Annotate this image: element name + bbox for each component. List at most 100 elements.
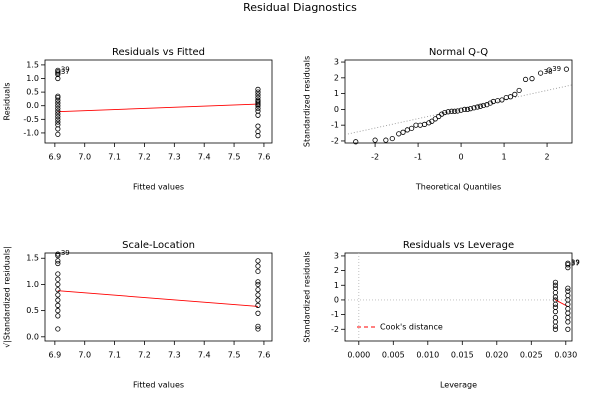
figure-title: Residual Diagnostics xyxy=(243,1,357,14)
point xyxy=(429,118,435,124)
point xyxy=(552,297,559,303)
point xyxy=(538,70,544,76)
y-tick-label: 0.5 xyxy=(26,88,39,97)
point xyxy=(452,108,458,114)
point xyxy=(439,111,445,117)
point xyxy=(421,121,428,127)
point xyxy=(477,103,484,109)
x-axis-label: Fitted values xyxy=(133,381,184,390)
point xyxy=(516,87,522,94)
point xyxy=(55,292,61,298)
point xyxy=(255,97,261,103)
reference-line xyxy=(57,290,258,307)
point xyxy=(255,297,261,303)
point xyxy=(55,100,61,106)
y-tick-label: 0.0 xyxy=(26,332,39,341)
plot-box xyxy=(44,59,273,144)
x-tick-label: 7.3 xyxy=(168,351,181,360)
point xyxy=(55,313,61,319)
point xyxy=(255,323,261,329)
point xyxy=(461,106,468,112)
y-tick-label: -0.5 xyxy=(23,115,39,124)
point xyxy=(552,279,559,285)
point xyxy=(55,287,61,293)
x-tick-label: -2 xyxy=(371,153,379,162)
point xyxy=(55,119,61,125)
point xyxy=(255,287,261,293)
point xyxy=(55,251,61,257)
y-axis-label: Residuals xyxy=(3,83,12,121)
x-tick-label: 2 xyxy=(545,153,550,162)
x-tick-label: 0.020 xyxy=(485,351,508,360)
point xyxy=(426,120,432,126)
point xyxy=(552,314,559,321)
point-label: 38 xyxy=(544,68,553,76)
point-label: 39 xyxy=(61,249,70,257)
plot-box xyxy=(344,59,573,144)
point xyxy=(55,103,61,109)
y-tick-label: 3 xyxy=(334,58,339,67)
point xyxy=(372,137,378,143)
point-label: 39 xyxy=(571,258,580,266)
point xyxy=(55,308,61,314)
point-label: 37 xyxy=(61,68,70,76)
point xyxy=(55,326,61,332)
point xyxy=(563,66,570,72)
point xyxy=(467,106,474,112)
point xyxy=(552,285,559,291)
point xyxy=(55,281,61,288)
x-tick-label: 0.005 xyxy=(382,351,405,360)
point xyxy=(507,94,514,100)
point xyxy=(55,93,61,99)
x-tick-label: 0 xyxy=(459,153,464,162)
point xyxy=(552,326,559,332)
y-tick-label: 0.0 xyxy=(26,101,39,110)
legend-label: Cook's distance xyxy=(380,323,443,332)
point xyxy=(255,263,261,269)
point xyxy=(404,127,410,133)
point xyxy=(255,92,261,98)
x-tick-label: 7.4 xyxy=(198,153,211,162)
point xyxy=(255,258,261,264)
point xyxy=(522,76,529,83)
point xyxy=(442,109,448,116)
y-axis-label: Standardized residuals xyxy=(303,56,312,147)
y-tick-label: 2 xyxy=(334,266,339,275)
panel-title: Scale-Location xyxy=(122,240,195,251)
point xyxy=(458,107,464,113)
point xyxy=(396,131,402,137)
point xyxy=(255,128,261,135)
y-tick-label: 3 xyxy=(334,251,339,260)
point xyxy=(55,116,61,122)
point xyxy=(445,109,451,115)
point xyxy=(55,67,61,73)
x-tick-label: 6.9 xyxy=(48,351,61,360)
point xyxy=(255,94,261,101)
point xyxy=(464,106,471,112)
point xyxy=(255,281,261,288)
point xyxy=(255,310,261,316)
point xyxy=(255,326,261,332)
y-tick-label: 1 xyxy=(334,281,339,290)
point xyxy=(55,297,61,303)
point xyxy=(255,302,261,308)
point xyxy=(55,302,61,308)
x-tick-label: 7.5 xyxy=(228,153,241,162)
point-label: 39 xyxy=(552,65,561,73)
y-tick-label: -2 xyxy=(331,325,339,334)
x-tick-label: 1 xyxy=(502,153,507,162)
point-label: 37 xyxy=(571,260,580,268)
x-tick-label: 7.6 xyxy=(258,153,271,162)
y-tick-label: 0 xyxy=(334,295,339,304)
point xyxy=(529,76,535,82)
y-tick-label: 1.0 xyxy=(26,280,39,289)
point xyxy=(255,86,261,92)
y-tick-label: 2 xyxy=(334,73,339,82)
plot-box xyxy=(44,252,273,342)
point xyxy=(55,111,61,117)
x-tick-label: 7.4 xyxy=(198,351,211,360)
y-axis-label: √|Standardized residuals| xyxy=(3,246,12,348)
point xyxy=(55,271,61,277)
